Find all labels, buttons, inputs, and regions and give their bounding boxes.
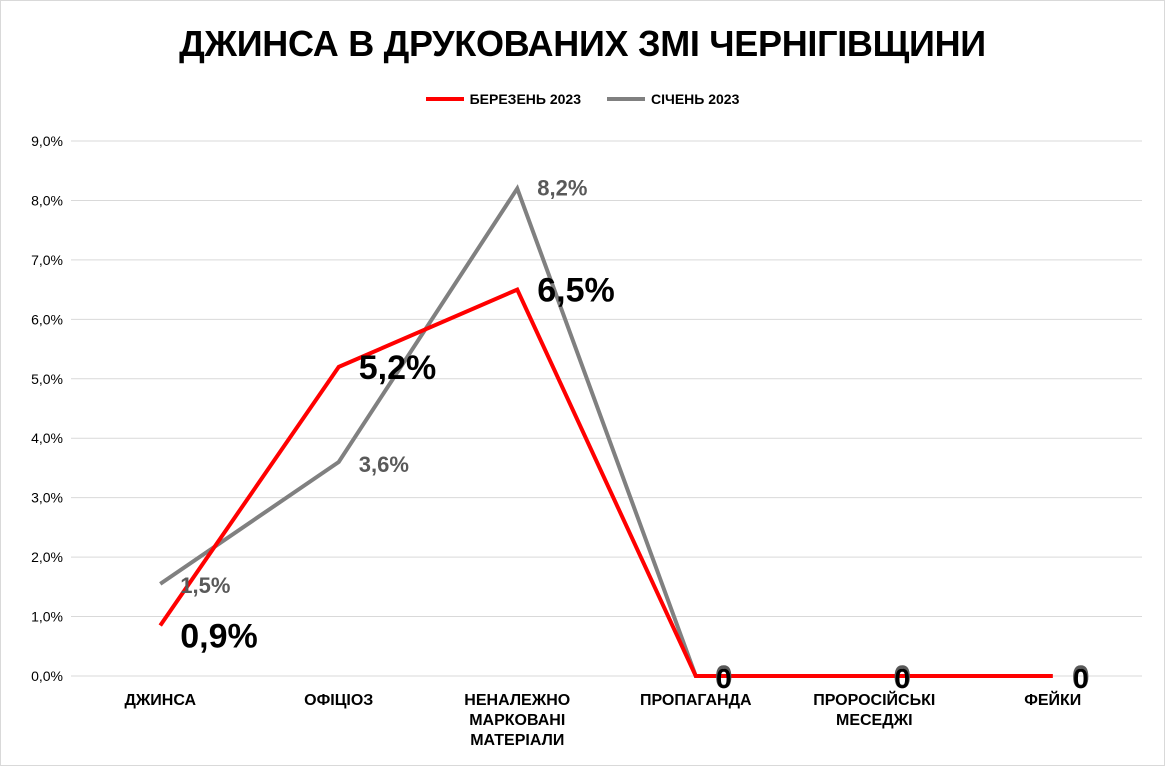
data-label-march: 0 — [716, 663, 732, 694]
data-label-january: 0 — [715, 659, 733, 695]
legend-item-january: СІЧЕНЬ 2023 — [607, 91, 739, 107]
y-tick-label: 2,0% — [31, 549, 63, 565]
data-label-march: 0 — [894, 663, 910, 694]
y-tick-label: 3,0% — [31, 490, 63, 506]
x-category-label: ФЕЙКИ — [1024, 690, 1081, 709]
y-tick-label: 4,0% — [31, 430, 63, 446]
legend-swatch-january — [607, 97, 645, 101]
x-category-label: МЕСЕДЖІ — [836, 712, 913, 729]
data-label-january: 8,2% — [537, 176, 587, 201]
x-category-label: ПРОРОСІЙСЬКІ — [813, 690, 935, 709]
data-label-march: 6,5% — [537, 272, 615, 310]
y-tick-label: 7,0% — [31, 252, 63, 268]
data-label-january: 0 — [893, 659, 911, 695]
data-label-march: 5,2% — [359, 349, 437, 387]
data-label-march: 0 — [1073, 663, 1089, 694]
x-category-label: ПРОПАГАНДА — [640, 692, 752, 709]
data-label-january: 3,6% — [359, 452, 409, 477]
data-label-january: 0 — [1072, 659, 1090, 695]
data-label-january: 1,5% — [180, 573, 230, 598]
y-tick-label: 0,0% — [31, 668, 63, 684]
y-tick-label: 8,0% — [31, 192, 63, 208]
x-category-label: ОФІЦІОЗ — [304, 692, 373, 709]
legend: БЕРЕЗЕНЬ 2023 СІЧЕНЬ 2023 — [1, 91, 1164, 107]
legend-label-march: БЕРЕЗЕНЬ 2023 — [469, 91, 581, 107]
chart-title: ДЖИНСА В ДРУКОВАНИХ ЗМІ ЧЕРНІГІВЩИНИ — [179, 23, 986, 64]
x-category-label: НЕНАЛЕЖНО — [464, 692, 570, 709]
legend-label-january: СІЧЕНЬ 2023 — [651, 91, 740, 107]
series-line-march — [158, 287, 1053, 678]
data-label-march: 0,9% — [180, 617, 258, 655]
y-tick-label: 9,0% — [31, 133, 63, 149]
legend-swatch-march — [425, 97, 464, 101]
legend-item-march: БЕРЕЗЕНЬ 2023 — [425, 91, 581, 107]
y-tick-label: 5,0% — [31, 371, 63, 387]
y-tick-label: 6,0% — [31, 311, 63, 327]
x-category-label: МАРКОВАНІ — [469, 712, 565, 729]
x-category-label: ДЖИНСА — [124, 692, 196, 709]
y-tick-label: 1,0% — [31, 609, 63, 625]
x-category-label: МАТЕРІАЛИ — [470, 732, 564, 749]
